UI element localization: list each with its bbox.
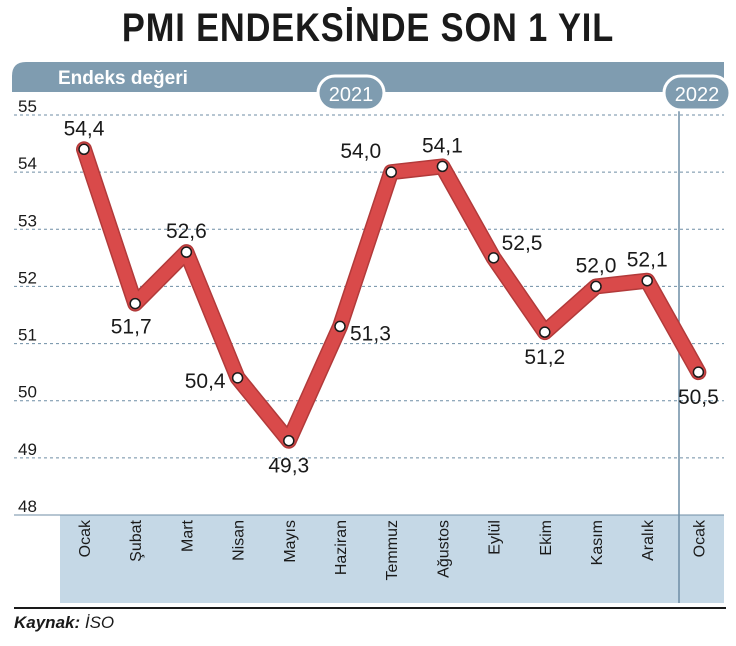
data-point bbox=[78, 143, 90, 156]
data-label: 50,5 bbox=[678, 386, 719, 409]
source-label: Kaynak: bbox=[14, 613, 81, 632]
data-labels: 54,4 51,7 52,6 50,4 49,3 51,3 54,0 54,1 52,5 51,2… bbox=[64, 117, 719, 477]
series-line-shadow bbox=[76, 141, 707, 449]
data-points bbox=[78, 143, 705, 447]
x-category-label: Nisan bbox=[231, 520, 248, 561]
data-label: 54,0 bbox=[340, 140, 381, 163]
data-label: 54,4 bbox=[64, 117, 105, 140]
x-category-label: Temmuz bbox=[384, 520, 401, 580]
x-category-label: Mart bbox=[179, 519, 196, 552]
series-line bbox=[76, 141, 707, 449]
category-band bbox=[60, 515, 724, 603]
data-point bbox=[692, 366, 705, 378]
data-label: 51,7 bbox=[111, 316, 152, 339]
year-pill bbox=[316, 74, 386, 112]
y-axis-label: Endeks değeri bbox=[58, 68, 188, 89]
data-point bbox=[436, 160, 449, 173]
source-note: Kaynak: İSO bbox=[14, 607, 726, 633]
x-category-label: Haziran bbox=[333, 520, 350, 575]
data-label: 50,4 bbox=[185, 370, 226, 393]
y-tick-label: 51 bbox=[18, 326, 37, 345]
y-ticks: 48 49 50 51 52 53 54 55 bbox=[18, 97, 37, 516]
data-point bbox=[129, 297, 141, 310]
source-value: İSO bbox=[84, 613, 115, 632]
data-point bbox=[231, 372, 244, 384]
data-label: 52,0 bbox=[576, 254, 617, 277]
data-point bbox=[539, 326, 551, 338]
x-category-label: Ocak bbox=[691, 519, 708, 557]
chart-title: PMI ENDEKSİNDE SON 1 YIL bbox=[121, 6, 615, 50]
data-point bbox=[334, 320, 346, 333]
x-category-label: Eylül bbox=[487, 520, 504, 555]
x-category-label: Ağustos bbox=[435, 520, 452, 578]
data-point bbox=[180, 246, 193, 258]
x-category-label: Ekim bbox=[538, 520, 555, 556]
x-category-label: Aralık bbox=[640, 519, 657, 561]
y-tick-label: 50 bbox=[18, 383, 37, 402]
y-tick-label: 49 bbox=[18, 440, 37, 459]
data-point bbox=[283, 434, 295, 447]
y-tick-label: 55 bbox=[18, 97, 37, 116]
data-point bbox=[385, 166, 397, 178]
x-category-label: Ocak bbox=[77, 519, 94, 557]
x-categories: Ocak Şubat Mart Nisan Mayıs Haziran Temmuz Ağus… bbox=[77, 519, 708, 580]
y-tick-label: 54 bbox=[18, 154, 37, 173]
data-label: 49,3 bbox=[268, 455, 309, 478]
data-label: 52,5 bbox=[502, 232, 543, 255]
data-label: 51,3 bbox=[350, 322, 391, 345]
year-pill bbox=[662, 74, 732, 112]
data-point bbox=[487, 252, 500, 264]
x-category-label: Mayıs bbox=[282, 520, 299, 563]
year-label: 2022 bbox=[675, 84, 720, 106]
year-label: 2021 bbox=[329, 84, 374, 106]
data-label: 52,6 bbox=[166, 220, 207, 243]
y-tick-label: 48 bbox=[18, 497, 37, 516]
data-point bbox=[590, 280, 602, 293]
data-label: 52,1 bbox=[627, 249, 668, 272]
data-point bbox=[641, 274, 653, 287]
data-label: 51,2 bbox=[524, 346, 565, 369]
y-tick-label: 52 bbox=[18, 268, 37, 287]
x-category-label: Şubat bbox=[128, 519, 145, 561]
year-labels: 2021 2022 bbox=[316, 74, 732, 112]
data-label: 54,1 bbox=[422, 134, 463, 157]
y-tick-label: 53 bbox=[18, 211, 37, 230]
x-category-label: Kasım bbox=[589, 520, 606, 565]
